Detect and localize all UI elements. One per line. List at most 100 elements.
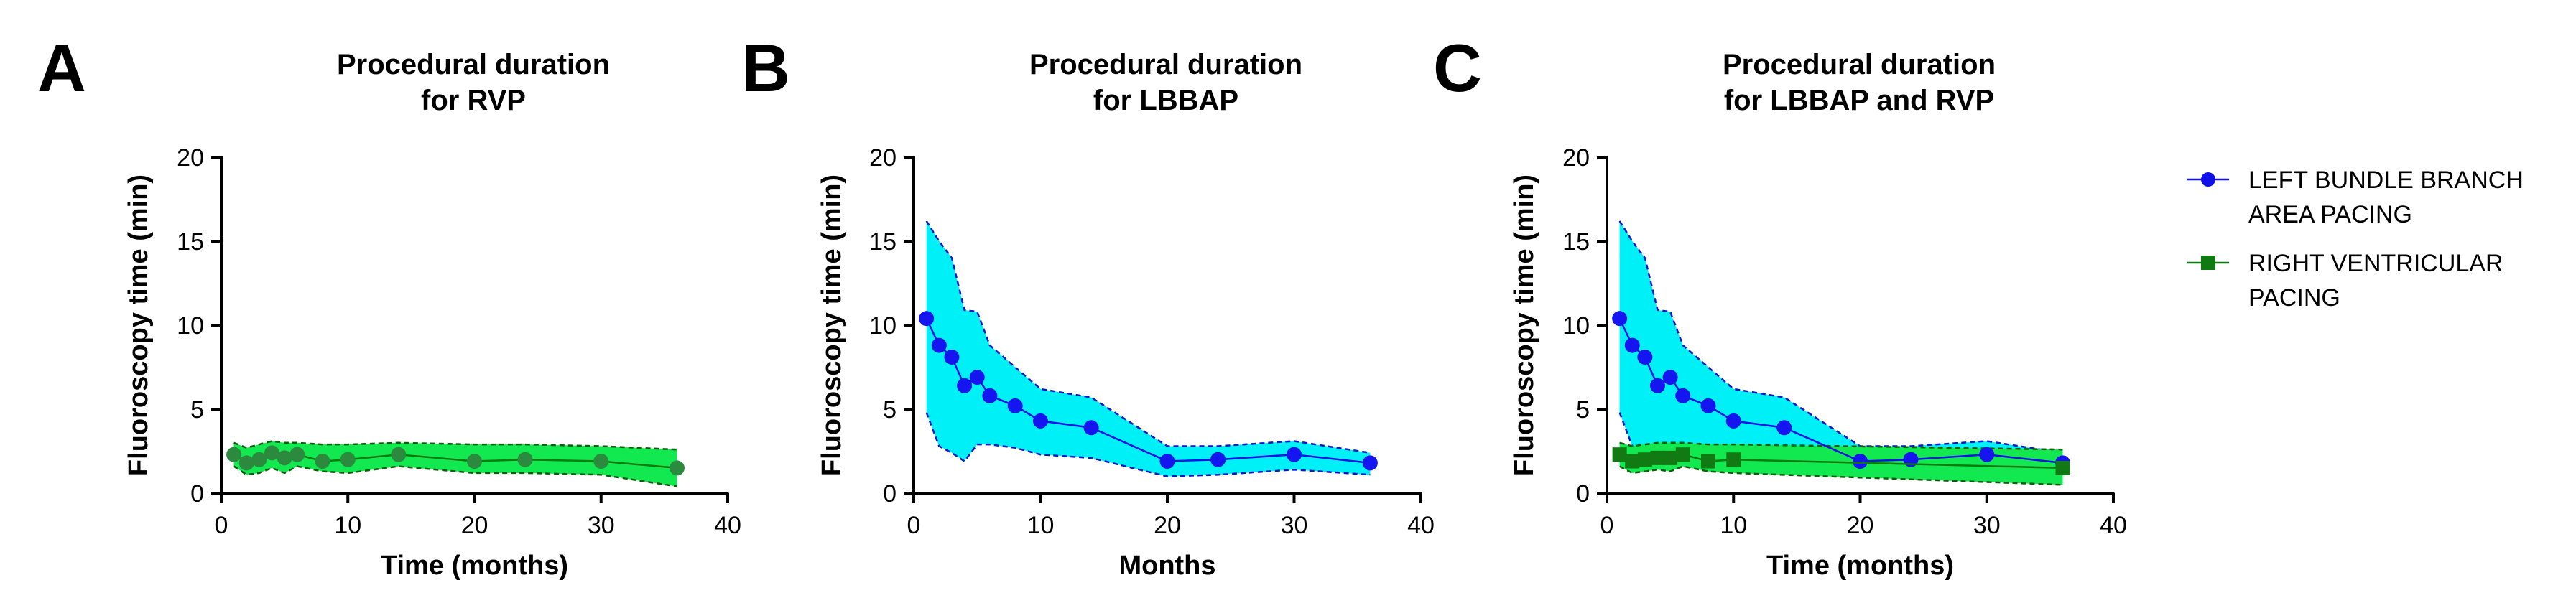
x-tick-label: 30 bbox=[1281, 512, 1308, 539]
legend-label: PACING bbox=[2248, 284, 2340, 312]
data-point bbox=[1612, 311, 1628, 327]
data-point bbox=[2055, 460, 2070, 475]
x-tick-label: 10 bbox=[1720, 512, 1747, 539]
data-point bbox=[1083, 420, 1099, 436]
data-point bbox=[1663, 450, 1678, 465]
data-point bbox=[289, 447, 305, 462]
data-point bbox=[277, 450, 292, 466]
y-axis-label: Fluoroscopy time (min) bbox=[817, 174, 847, 476]
legend-label: RIGHT VENTRICULAR bbox=[2248, 250, 2503, 277]
panel-c: C Procedural duration for LBBAP and RVP 0 10… bbox=[1433, 30, 2127, 581]
data-point bbox=[969, 370, 985, 385]
data-point bbox=[264, 445, 279, 461]
chart-title-line: Procedural duration bbox=[1029, 49, 1302, 80]
band-lower-edge bbox=[1619, 465, 2063, 486]
confidence-band bbox=[1619, 220, 2063, 477]
data-point bbox=[1287, 447, 1302, 462]
panel-letter: B bbox=[741, 30, 790, 106]
y-tick-label: 10 bbox=[869, 312, 896, 340]
data-point bbox=[238, 455, 254, 471]
data-point bbox=[1210, 452, 1226, 467]
legend-label: AREA PACING bbox=[2248, 201, 2412, 228]
data-point bbox=[593, 454, 609, 469]
data-point bbox=[1662, 370, 1678, 385]
data-point bbox=[1612, 447, 1627, 462]
y-axis-label: Fluoroscopy time (min) bbox=[1509, 174, 1539, 476]
data-point bbox=[1979, 447, 1995, 462]
x-tick-label: 40 bbox=[714, 512, 741, 539]
data-point bbox=[1675, 388, 1691, 403]
data-point bbox=[1701, 454, 1715, 469]
y-tick-label: 5 bbox=[1576, 396, 1590, 424]
y-tick-label: 15 bbox=[1562, 228, 1590, 256]
x-tick-label: 20 bbox=[461, 512, 488, 539]
chart-title-line: Procedural duration bbox=[337, 49, 610, 80]
data-point bbox=[1853, 454, 1868, 469]
data-point bbox=[670, 460, 685, 476]
x-tick-label: 10 bbox=[1027, 512, 1055, 539]
data-point bbox=[1725, 413, 1741, 429]
x-axis-label: Months bbox=[1118, 551, 1215, 581]
panel-b: B Procedural duration for LBBAP 0 10 20 30 40 0 5… bbox=[741, 30, 1435, 581]
y-tick-label: 10 bbox=[1562, 312, 1590, 340]
y-tick-label: 5 bbox=[190, 396, 204, 424]
data-point bbox=[1726, 452, 1741, 467]
data-point bbox=[1637, 349, 1653, 365]
panel-letter: A bbox=[37, 30, 86, 106]
x-tick-label: 40 bbox=[2100, 512, 2127, 539]
band-upper-edge bbox=[1619, 441, 2063, 451]
y-axis-label: Fluoroscopy time (min) bbox=[124, 174, 154, 476]
data-point bbox=[1776, 420, 1792, 436]
data-point bbox=[1650, 450, 1665, 465]
data-point bbox=[1650, 378, 1665, 393]
x-tick-label: 20 bbox=[1154, 512, 1181, 539]
y-tick-label: 20 bbox=[869, 144, 896, 172]
y-tick-label: 15 bbox=[869, 228, 896, 256]
data-point bbox=[517, 452, 533, 467]
confidence-band bbox=[233, 441, 677, 487]
panel-a: A Procedural duration for RVP 0 10 20 30 40 0 5 10… bbox=[37, 30, 741, 581]
data-point bbox=[1007, 398, 1023, 413]
y-tick-label: 5 bbox=[883, 396, 896, 424]
data-point bbox=[944, 349, 960, 365]
band-upper-edge bbox=[1618, 220, 2063, 454]
x-tick-label: 0 bbox=[215, 512, 228, 539]
data-point bbox=[957, 378, 973, 393]
data-point bbox=[226, 447, 242, 462]
data-point bbox=[315, 454, 330, 469]
data-point bbox=[982, 388, 998, 403]
chart-title-line: for RVP bbox=[421, 85, 526, 116]
data-point bbox=[1624, 337, 1640, 353]
x-axis-label: Time (months) bbox=[381, 551, 568, 581]
band-upper-edge bbox=[925, 220, 1371, 454]
data-point bbox=[1700, 398, 1716, 413]
y-tick-label: 0 bbox=[883, 480, 896, 508]
y-tick-label: 20 bbox=[1562, 144, 1590, 172]
x-tick-label: 0 bbox=[1600, 512, 1614, 539]
x-tick-label: 10 bbox=[334, 512, 361, 539]
data-point bbox=[391, 447, 407, 462]
chart-title-line: for LBBAP bbox=[1093, 85, 1238, 116]
y-tick-label: 0 bbox=[1576, 480, 1590, 508]
x-tick-label: 40 bbox=[1407, 512, 1435, 539]
x-tick-label: 30 bbox=[588, 512, 615, 539]
panel-letter: C bbox=[1433, 30, 1482, 106]
legend-label: LEFT BUNDLE BRANCH bbox=[2248, 167, 2524, 194]
band-lower-edge bbox=[233, 465, 677, 487]
data-point bbox=[1033, 413, 1048, 429]
data-point bbox=[340, 452, 356, 467]
data-point bbox=[1362, 455, 1378, 471]
chart-title-line: for LBBAP and RVP bbox=[1724, 85, 1994, 116]
y-tick-label: 20 bbox=[177, 144, 204, 172]
x-tick-label: 30 bbox=[1973, 512, 2001, 539]
y-tick-label: 10 bbox=[177, 312, 204, 340]
legend-marker bbox=[2201, 172, 2215, 187]
data-point bbox=[931, 337, 947, 353]
y-tick-label: 0 bbox=[190, 480, 204, 508]
x-tick-label: 0 bbox=[907, 512, 921, 539]
data-point bbox=[1637, 452, 1652, 467]
x-axis-label: Time (months) bbox=[1766, 551, 1954, 581]
data-point bbox=[467, 454, 482, 469]
band-lower-edge bbox=[925, 412, 1371, 477]
